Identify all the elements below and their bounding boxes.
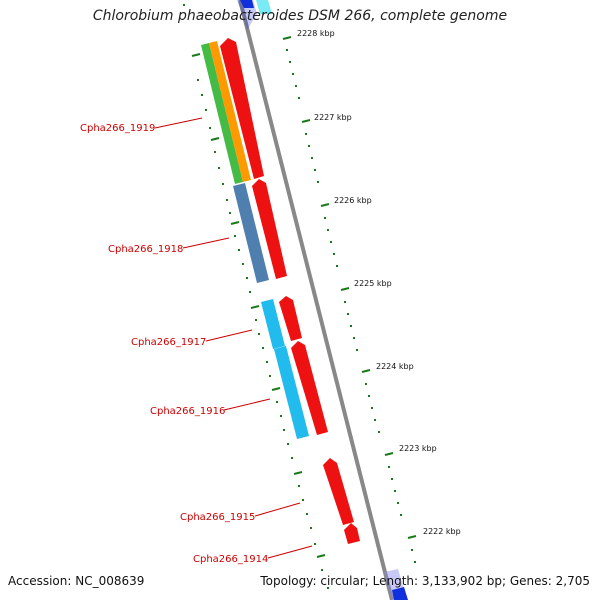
ruler-label-2223: 2223 kbp [399,444,437,453]
ruler-label-2222: 2222 kbp [423,527,461,536]
cds-red-1915 [323,458,354,525]
ruler-label-2227: 2227 kbp [314,113,352,122]
gene-label-1917: Cpha266_1917 [131,337,206,348]
genome-backbone [238,0,394,600]
gene-label-1915: Cpha266_1915 [180,512,255,523]
cds-red-1917 [279,296,302,341]
track-lightblue-1916 [274,346,309,439]
ruler-label-2224: 2224 kbp [376,362,414,371]
cds-red-1914 [344,523,360,544]
ruler-ticks-inner [183,4,329,589]
cds-red-1916 [291,341,328,435]
label-leaders [154,117,313,559]
track-orange-1919 [209,41,251,182]
track-green-1919 [201,43,243,184]
track-steelblue-1918 [233,183,269,283]
gene-label-1916: Cpha266_1916 [150,406,225,417]
accession-text: Accession: NC_008639 [8,574,145,588]
ruler-label-2228: 2228 kbp [297,29,335,38]
feature-top-blue-solid [240,0,254,8]
gene-label-1914: Cpha266_1914 [193,554,268,565]
gene-label-1918: Cpha266_1918 [108,244,183,255]
page-title: Chlorobium phaeobacteroides DSM 266, com… [92,8,508,24]
genome-summary-text: Topology: circular; Length: 3,133,902 bp… [260,574,590,588]
ruler-label-2225: 2225 kbp [354,279,392,288]
feature-bottom-blue [392,587,408,600]
ruler-ticks-outer [282,36,417,563]
gene-label-1919: Cpha266_1919 [80,123,155,134]
cds-red-1919 [220,38,264,179]
track-lightblue-1917 [261,299,285,349]
feature-top-cyan [256,0,272,14]
ruler-label-2226: 2226 kbp [334,196,372,205]
cds-red-1918 [252,179,287,279]
